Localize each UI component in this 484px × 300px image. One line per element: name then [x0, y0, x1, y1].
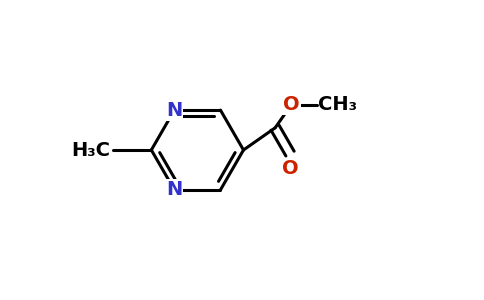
Text: H₃C: H₃C [71, 140, 110, 160]
Text: CH₃: CH₃ [318, 95, 357, 114]
Text: O: O [283, 95, 300, 114]
Text: N: N [166, 100, 182, 120]
Text: O: O [282, 159, 298, 178]
Text: N: N [166, 180, 182, 200]
